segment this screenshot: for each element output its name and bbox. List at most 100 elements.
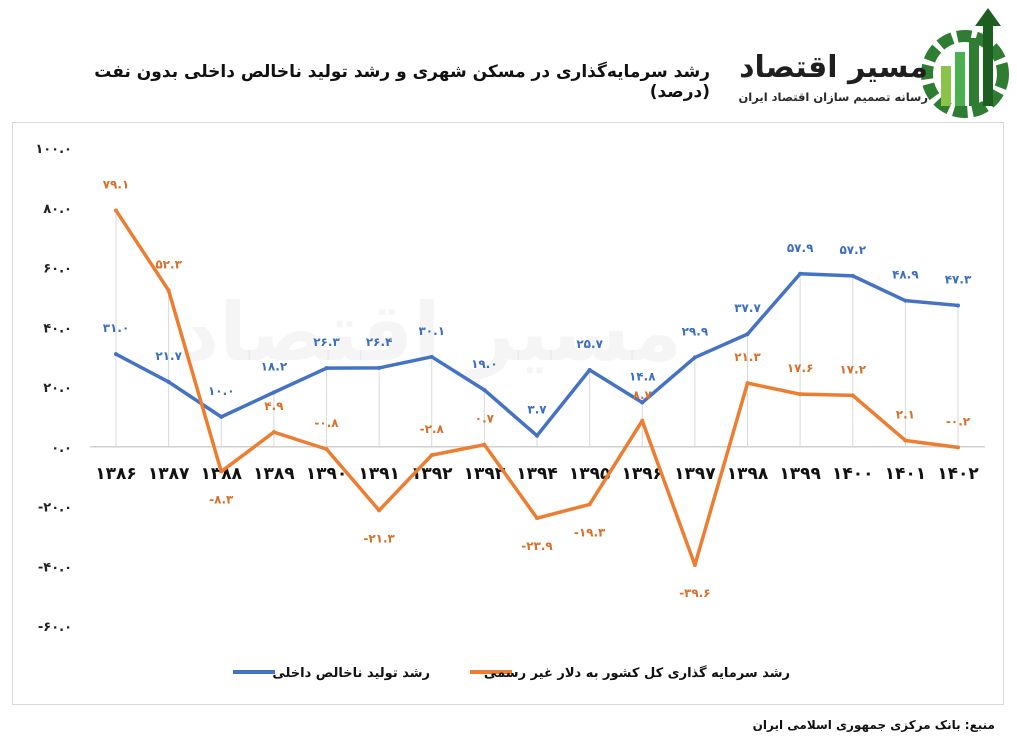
data-point — [903, 298, 908, 303]
x-tick-label: ۱۳۹۷ — [674, 464, 716, 484]
x-tick-label: ۱۳۹۰ — [306, 464, 348, 484]
data-point — [535, 433, 539, 438]
data-label: ۲۱.۳ — [734, 350, 761, 364]
data-label: ۳۰.۱ — [418, 324, 445, 338]
data-label: ۴.۹ — [264, 399, 284, 413]
data-label: ۵۲.۳ — [155, 258, 182, 272]
data-point — [219, 469, 224, 474]
x-tick-label: ۱۳۹۹ — [779, 464, 821, 484]
data-label: -۸.۳ — [209, 493, 234, 507]
data-point — [535, 516, 539, 521]
data-label: ۲۶.۴ — [366, 335, 393, 349]
legend-label-gdp: رشد تولید ناخالص داخلی — [272, 666, 430, 681]
x-tick-label: ۱۳۸۸ — [200, 464, 242, 484]
data-label: -۲.۸ — [420, 422, 445, 436]
logo: مسیر اقتصاد رسانه تصمیم سازان اقتصاد ایر… — [715, 8, 1010, 120]
x-tick-label: ۱۳۹۱ — [358, 464, 400, 484]
data-point — [166, 288, 171, 293]
data-label: ۱۸.۲ — [261, 359, 288, 373]
data-label: ۱۷.۲ — [839, 362, 866, 376]
gear-chart-logo-icon — [921, 8, 1009, 118]
data-label: -۰.۲ — [946, 414, 971, 428]
data-point — [219, 414, 224, 419]
y-tick-label: ۸۰.۰ — [43, 202, 72, 217]
data-label: ۱۷.۶ — [787, 361, 814, 375]
data-label: ۸.۷ — [633, 388, 653, 402]
data-label: -۲۱.۳ — [363, 531, 395, 545]
data-point — [956, 445, 960, 450]
data-label: -۲۳.۹ — [521, 539, 553, 553]
data-point — [640, 400, 645, 405]
logo-tagline: رسانه تصمیم سازان اقتصاد ایران — [738, 90, 928, 104]
x-tick-label: ۱۳۹۴ — [516, 464, 558, 484]
x-tick-label: ۱۳۸۶ — [95, 464, 137, 484]
source-note: منبع: بانک مرکزی جمهوری اسلامی ایران — [752, 718, 995, 732]
data-point — [114, 208, 118, 213]
data-point — [324, 447, 329, 452]
data-point — [956, 303, 960, 308]
x-tick-label: ۱۳۹۲ — [411, 464, 453, 484]
data-label: ۳۱.۰ — [103, 321, 130, 335]
data-point — [798, 392, 803, 397]
data-label: ۱۹.۰ — [471, 357, 498, 371]
data-label: -۱۹.۳ — [574, 525, 606, 539]
x-tick-label: ۱۳۹۸ — [727, 464, 769, 484]
y-tick-label: -۲۰.۰ — [38, 501, 72, 516]
y-tick-label: ۶۰.۰ — [43, 262, 72, 277]
data-label: ۷۹.۱ — [103, 177, 130, 191]
y-tick-label: -۶۰.۰ — [38, 620, 72, 635]
data-point — [903, 438, 908, 443]
data-label: ۴۸.۹ — [892, 268, 919, 282]
x-tick-label: ۱۳۹۶ — [621, 464, 663, 484]
data-label: ۲۹.۹ — [682, 324, 709, 338]
x-tick-label: ۱۴۰۲ — [937, 464, 979, 484]
y-tick-label: ۰.۰ — [51, 441, 72, 456]
legend-label-investment: رشد سرمایه گذاری کل کشور به دلار غیر رسم… — [484, 665, 790, 681]
y-tick-label: ۱۰۰.۰ — [35, 142, 72, 157]
logo-name: مسیر اقتصاد — [739, 50, 929, 85]
data-label: ۲۱.۷ — [155, 349, 182, 363]
data-point — [429, 453, 434, 458]
chart-title: رشد سرمایه‌گذاری در مسکن شهری و رشد تولی… — [94, 62, 710, 102]
data-point — [798, 271, 803, 276]
data-point — [850, 273, 855, 278]
series-line-investment — [114, 209, 959, 567]
data-point — [166, 379, 171, 384]
data-label: -۰.۸ — [314, 416, 339, 430]
data-label: ۵۷.۲ — [839, 243, 866, 257]
x-tick-label: ۱۴۰۱ — [885, 464, 927, 484]
data-point — [587, 502, 592, 507]
data-point — [587, 367, 592, 372]
watermark-text: مسیر اقتصاد — [178, 286, 682, 380]
data-point — [324, 366, 329, 371]
data-label: ۱۴.۸ — [629, 370, 656, 384]
y-tick-label: -۴۰.۰ — [38, 560, 72, 575]
x-tick-label: ۱۳۸۹ — [253, 464, 295, 484]
data-label: ۲۶.۳ — [313, 335, 340, 349]
data-point — [482, 387, 487, 392]
data-point — [692, 355, 697, 360]
data-point — [429, 354, 434, 359]
data-point — [745, 381, 750, 386]
data-point — [745, 332, 750, 337]
x-tick-label: ۱۳۹۳ — [464, 464, 506, 484]
data-point — [377, 365, 382, 370]
data-point — [377, 508, 382, 513]
data-point — [482, 442, 487, 447]
x-tick-label: ۱۳۹۵ — [569, 464, 611, 484]
x-tick-label: ۱۳۸۷ — [148, 464, 190, 484]
data-label: ۴۷.۳ — [945, 272, 972, 286]
y-tick-label: ۴۰.۰ — [43, 321, 72, 336]
data-label: ۳۷.۷ — [734, 301, 761, 315]
data-point — [114, 352, 118, 357]
data-point — [850, 393, 855, 398]
chart-frame — [12, 122, 1004, 705]
data-label: ۰.۷ — [475, 412, 495, 426]
data-point — [271, 390, 276, 395]
data-label: ۵۷.۹ — [787, 241, 814, 255]
x-tick-label: ۱۴۰۰ — [832, 464, 874, 484]
data-point — [640, 418, 645, 423]
data-label: ۲.۱ — [896, 407, 915, 421]
data-label: ۱۰.۰ — [208, 384, 235, 398]
